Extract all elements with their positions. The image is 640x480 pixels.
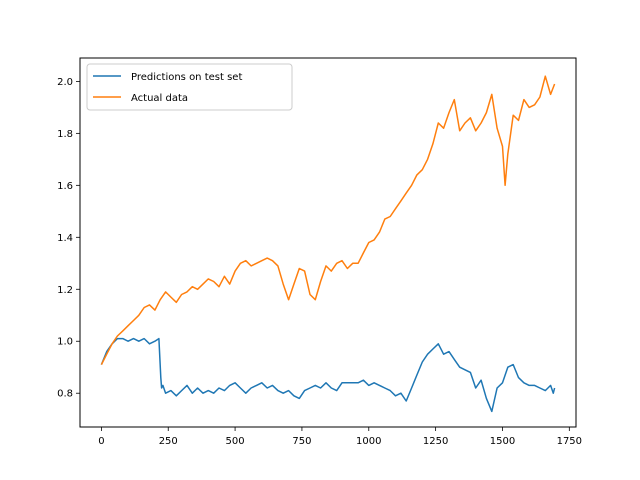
x-tick-label: 1000 — [356, 436, 381, 447]
x-tick-label: 1500 — [490, 436, 515, 447]
x-tick-label: 500 — [226, 436, 245, 447]
y-tick-label: 1.4 — [57, 233, 73, 244]
x-axis: 0 250 500 750 1000 1250 1500 1750 — [98, 427, 582, 447]
legend-box — [86, 63, 293, 111]
series-line-0 — [100, 337, 556, 413]
y-tick-label: 1.0 — [57, 337, 73, 348]
legend: Predictions on test set Actual data — [86, 63, 293, 111]
series-line-1 — [100, 75, 556, 365]
plot-area — [100, 75, 556, 413]
x-tick-label: 0 — [98, 436, 104, 447]
y-tick-label: 1.6 — [57, 181, 73, 192]
axes-frame — [79, 57, 577, 428]
y-axis: 0.8 1.0 1.2 1.4 1.6 1.8 2.0 — [57, 77, 80, 400]
legend-label-0: Predictions on test set — [131, 72, 242, 83]
x-tick-label: 1250 — [423, 436, 448, 447]
y-tick-label: 1.2 — [57, 285, 73, 296]
y-tick-label: 1.8 — [57, 129, 73, 140]
x-tick-label: 750 — [292, 436, 311, 447]
y-tick-label: 0.8 — [57, 389, 73, 400]
x-tick-label: 1750 — [557, 436, 582, 447]
y-tick-label: 2.0 — [57, 77, 73, 88]
legend-label-1: Actual data — [131, 93, 188, 104]
x-tick-label: 250 — [159, 436, 178, 447]
